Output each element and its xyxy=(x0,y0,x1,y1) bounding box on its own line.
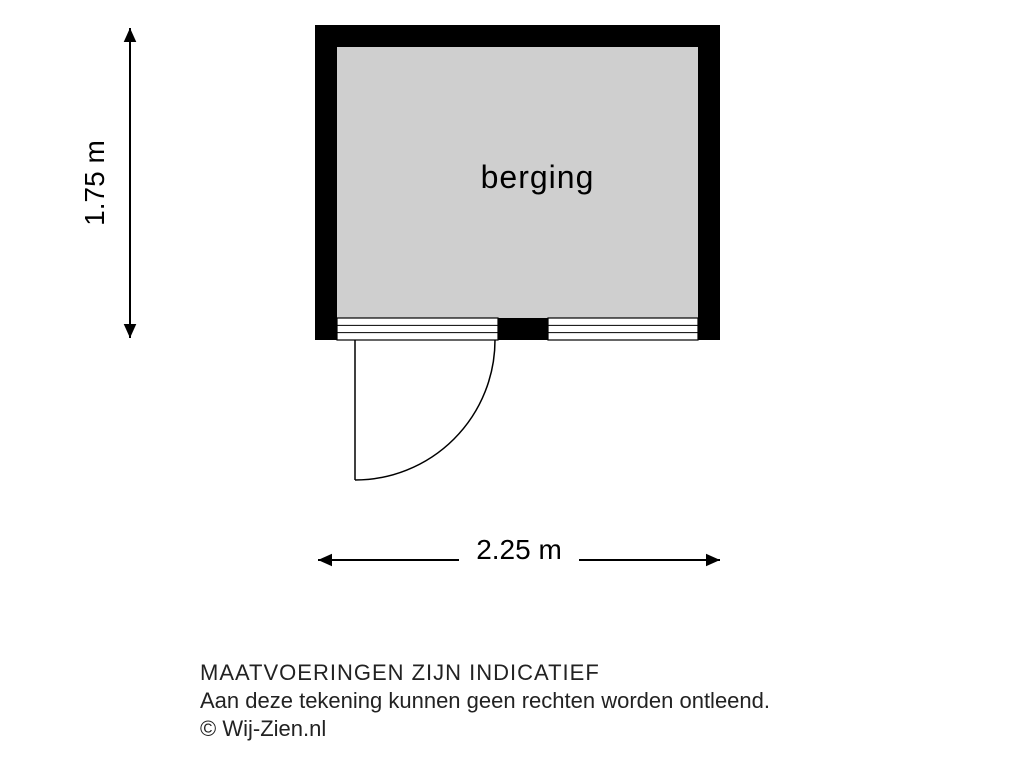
footer-title: MAATVOERINGEN ZIJN INDICATIEF xyxy=(200,660,600,686)
bottom-opening-frame xyxy=(548,318,698,340)
dimension-vertical-line xyxy=(124,28,137,338)
dimension-horizontal-label: 2.25 m xyxy=(459,534,579,566)
bottom-wall-segment xyxy=(498,318,548,340)
dimension-horizontal-text: 2.25 m xyxy=(476,534,562,565)
footer-copyright: © Wij-Zien.nl xyxy=(200,716,326,742)
bottom-wall-segment xyxy=(315,318,337,340)
floorplan-canvas: berging 1.75 m 2.25 m MAATVOERINGEN ZIJN… xyxy=(0,0,1024,768)
overlay-svg xyxy=(0,0,1024,768)
door-swing-arc xyxy=(355,340,495,480)
bottom-wall-segment xyxy=(698,318,720,340)
footer-disclaimer: Aan deze tekening kunnen geen rechten wo… xyxy=(200,688,770,714)
dimension-vertical-label: 1.75 m xyxy=(79,133,111,233)
bottom-opening-frame xyxy=(337,318,498,340)
dimension-vertical-text: 1.75 m xyxy=(79,140,110,226)
